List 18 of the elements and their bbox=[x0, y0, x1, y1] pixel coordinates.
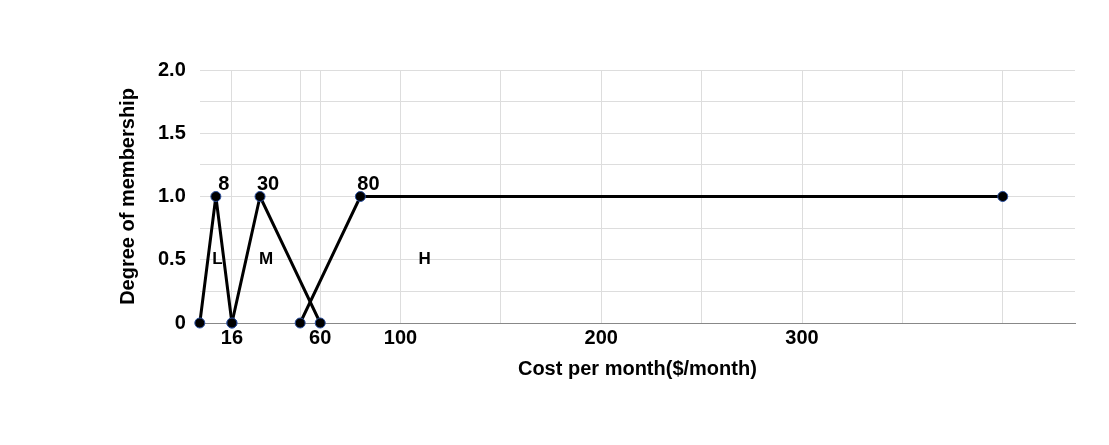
y-tick-label: 2.0 bbox=[157, 57, 186, 80]
x-tick-label: 300 bbox=[785, 325, 819, 348]
annotation: L bbox=[212, 249, 223, 269]
y-tick-label: 0 bbox=[174, 310, 186, 333]
annotation: 30 bbox=[256, 172, 280, 195]
x-tick-label: 16 bbox=[220, 325, 244, 348]
y-tick-label: 1.0 bbox=[157, 184, 186, 207]
x-tick-label: 60 bbox=[309, 325, 332, 348]
annotation: M bbox=[258, 249, 274, 269]
x-tick-label: 100 bbox=[383, 325, 418, 348]
x-axis-title: Cost per month($/month) bbox=[517, 356, 757, 379]
y-axis-title: Degree of membership bbox=[115, 88, 138, 305]
annotation: H bbox=[418, 249, 431, 269]
x-tick-label: 200 bbox=[584, 325, 618, 348]
y-tick-label: 0.5 bbox=[157, 247, 186, 270]
annotation: 8 bbox=[218, 172, 230, 195]
y-tick-label: 1.5 bbox=[157, 120, 186, 143]
annotation: 80 bbox=[357, 172, 380, 195]
